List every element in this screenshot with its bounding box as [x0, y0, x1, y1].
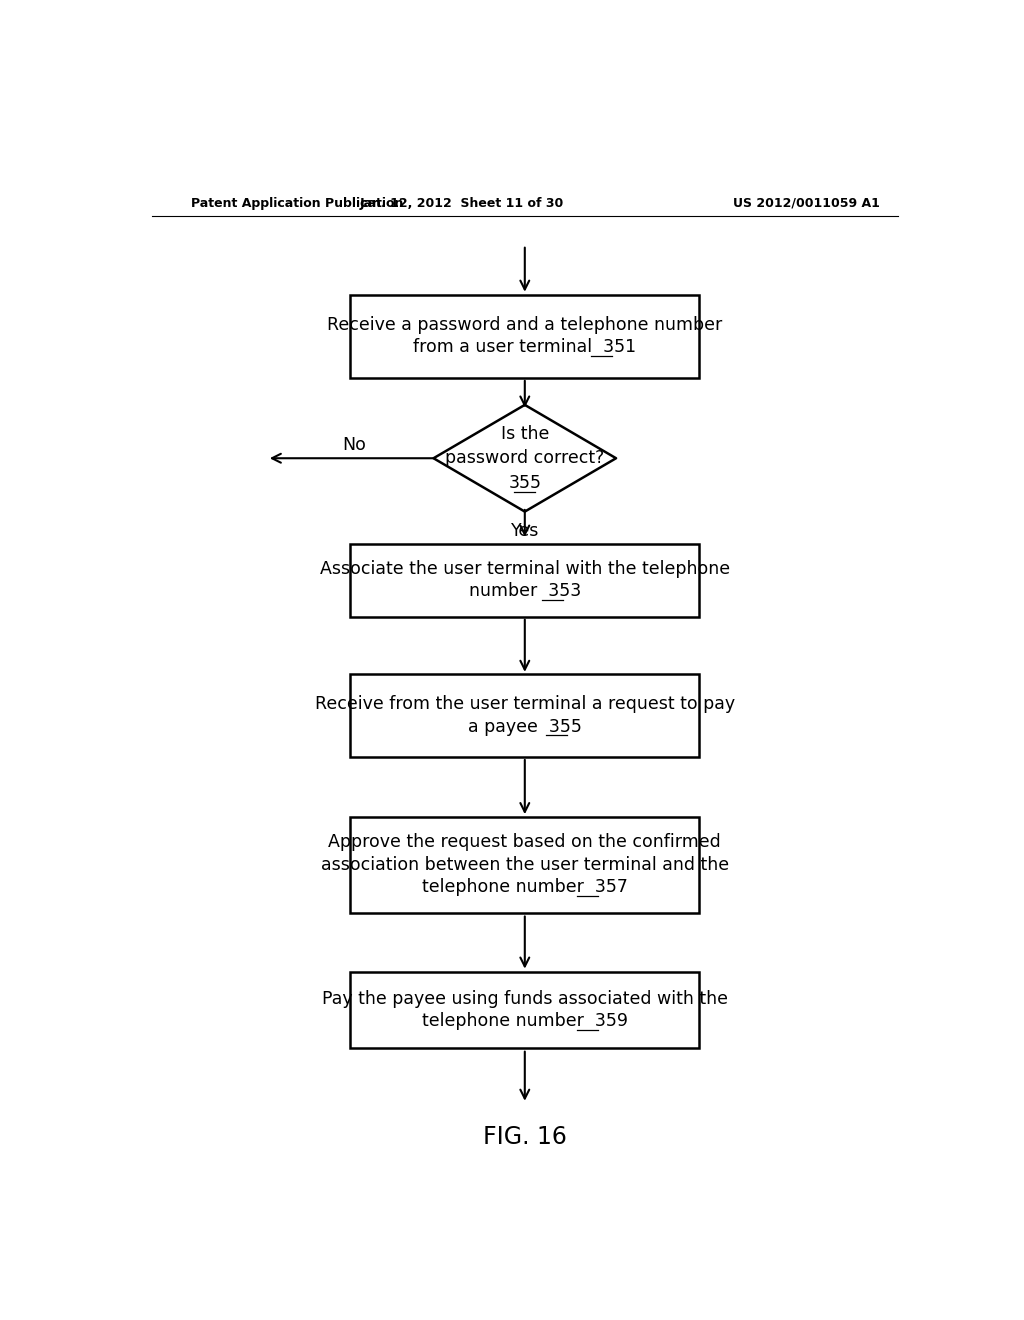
Text: FIG. 16: FIG. 16	[483, 1125, 566, 1150]
Text: Is the: Is the	[501, 425, 549, 442]
FancyBboxPatch shape	[350, 673, 699, 758]
Text: number  353: number 353	[469, 582, 581, 601]
Text: from a user terminal  351: from a user terminal 351	[414, 338, 636, 356]
FancyBboxPatch shape	[350, 294, 699, 378]
Text: telephone number  357: telephone number 357	[422, 878, 628, 896]
Text: Patent Application Publication: Patent Application Publication	[191, 197, 403, 210]
Text: Approve the request based on the confirmed: Approve the request based on the confirm…	[329, 833, 721, 851]
Text: Receive from the user terminal a request to pay: Receive from the user terminal a request…	[314, 696, 735, 713]
Text: Associate the user terminal with the telephone: Associate the user terminal with the tel…	[319, 560, 730, 578]
Text: US 2012/0011059 A1: US 2012/0011059 A1	[733, 197, 880, 210]
Text: a payee  355: a payee 355	[468, 718, 582, 735]
Text: No: No	[342, 436, 367, 454]
Text: Yes: Yes	[511, 523, 539, 540]
Text: Receive a password and a telephone number: Receive a password and a telephone numbe…	[328, 315, 722, 334]
FancyBboxPatch shape	[350, 817, 699, 913]
Text: Jan. 12, 2012  Sheet 11 of 30: Jan. 12, 2012 Sheet 11 of 30	[359, 197, 563, 210]
Text: 355: 355	[508, 474, 542, 491]
Text: association between the user terminal and the: association between the user terminal an…	[321, 855, 729, 874]
Text: telephone number  359: telephone number 359	[422, 1012, 628, 1031]
FancyBboxPatch shape	[350, 544, 699, 616]
Text: password correct?: password correct?	[445, 449, 604, 467]
Text: Pay the payee using funds associated with the: Pay the payee using funds associated wit…	[322, 990, 728, 1008]
FancyBboxPatch shape	[350, 972, 699, 1048]
